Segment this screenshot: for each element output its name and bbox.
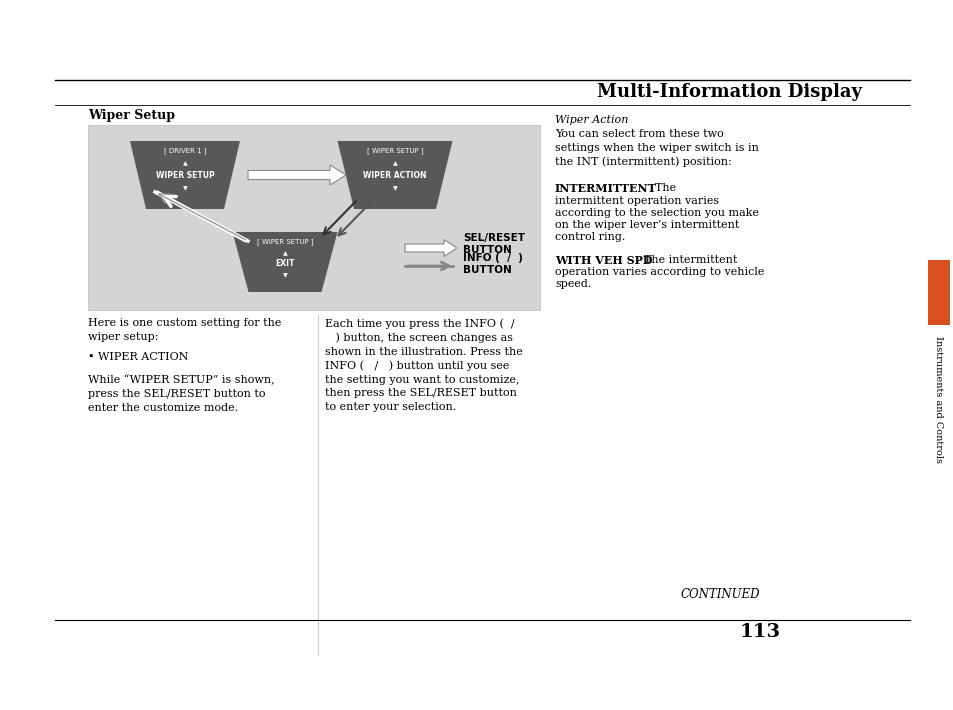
Text: control ring.: control ring.: [555, 232, 625, 242]
Text: speed.: speed.: [555, 279, 591, 289]
Bar: [88, 125, 539, 310]
Text: ▼: ▼: [182, 187, 187, 192]
Polygon shape: [130, 141, 240, 209]
Text: on the wiper lever’s intermittent: on the wiper lever’s intermittent: [555, 220, 739, 230]
Text: You can select from these two
settings when the wiper switch is in
the INT (inte: You can select from these two settings w…: [555, 129, 758, 167]
Text: WITH VEH SPD: WITH VEH SPD: [555, 255, 652, 266]
Text: Wiper Setup: Wiper Setup: [88, 109, 174, 121]
Text: WIPER SETUP: WIPER SETUP: [155, 170, 214, 180]
Polygon shape: [337, 141, 452, 209]
Text: Here is one custom setting for the
wiper setup:: Here is one custom setting for the wiper…: [88, 318, 281, 342]
Text: The intermittent: The intermittent: [629, 255, 737, 265]
Text: Wiper Action: Wiper Action: [555, 115, 628, 125]
Text: ▼: ▼: [282, 273, 287, 278]
Text: Multi-Information Display: Multi-Information Display: [597, 83, 862, 101]
Text: operation varies according to vehicle: operation varies according to vehicle: [555, 267, 763, 277]
Text: Instruments and Controls: Instruments and Controls: [934, 337, 943, 464]
Text: according to the selection you make: according to the selection you make: [555, 208, 759, 218]
Text: [ WIPER SETUP ]: [ WIPER SETUP ]: [366, 148, 423, 154]
Text: INTERMITTENT: INTERMITTENT: [555, 183, 657, 194]
Text: CONTINUED: CONTINUED: [679, 589, 759, 601]
Text: [ WIPER SETUP ]: [ WIPER SETUP ]: [256, 239, 313, 246]
Text: [ DRIVER 1 ]: [ DRIVER 1 ]: [164, 148, 206, 154]
Text: Each time you press the INFO (  /
   ) button, the screen changes as
shown in th: Each time you press the INFO ( / ) butto…: [325, 318, 522, 412]
Text: ▲: ▲: [182, 161, 187, 167]
Text: • WIPER ACTION: • WIPER ACTION: [88, 352, 189, 362]
Text: ▼: ▼: [393, 187, 397, 192]
Bar: [927, 260, 949, 325]
Polygon shape: [405, 239, 456, 256]
Text: intermittent operation varies: intermittent operation varies: [555, 196, 719, 206]
Text: SEL/RESET
BUTTON: SEL/RESET BUTTON: [462, 233, 524, 255]
Text: EXIT: EXIT: [275, 259, 294, 268]
Text: The: The: [640, 183, 676, 193]
Text: ▲: ▲: [393, 161, 397, 167]
Text: 113: 113: [739, 623, 780, 641]
Text: INFO (  /  )
BUTTON: INFO ( / ) BUTTON: [462, 253, 522, 275]
Text: WIPER ACTION: WIPER ACTION: [363, 170, 426, 180]
Polygon shape: [233, 232, 337, 292]
Text: While “WIPER SETUP” is shown,
press the SEL/RESET button to
enter the customize : While “WIPER SETUP” is shown, press the …: [88, 375, 274, 413]
Polygon shape: [248, 165, 346, 185]
Text: ▲: ▲: [282, 251, 287, 256]
